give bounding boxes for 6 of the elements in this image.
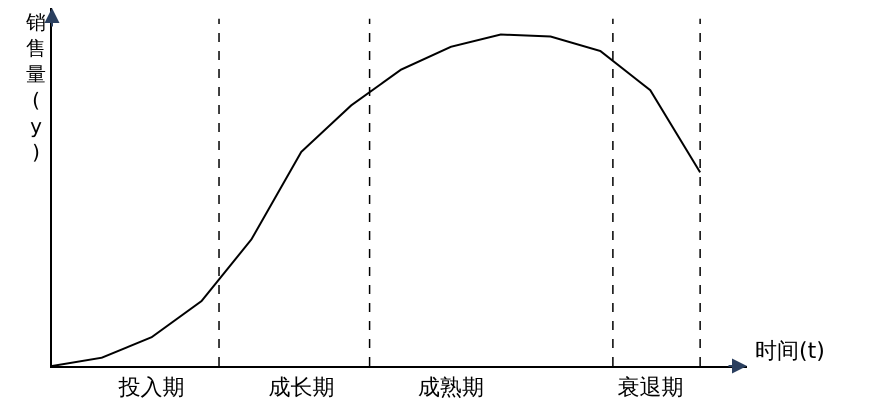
- x-tick-label: 投入期: [118, 375, 185, 400]
- y-axis-title: 销售量(y): [25, 10, 46, 164]
- x-tick-label: 成长期: [268, 375, 334, 400]
- x-axis-title: 时间(t): [755, 339, 825, 364]
- x-tick-label: 衰退期: [617, 375, 684, 400]
- x-tick-label: 成熟期: [418, 375, 484, 400]
